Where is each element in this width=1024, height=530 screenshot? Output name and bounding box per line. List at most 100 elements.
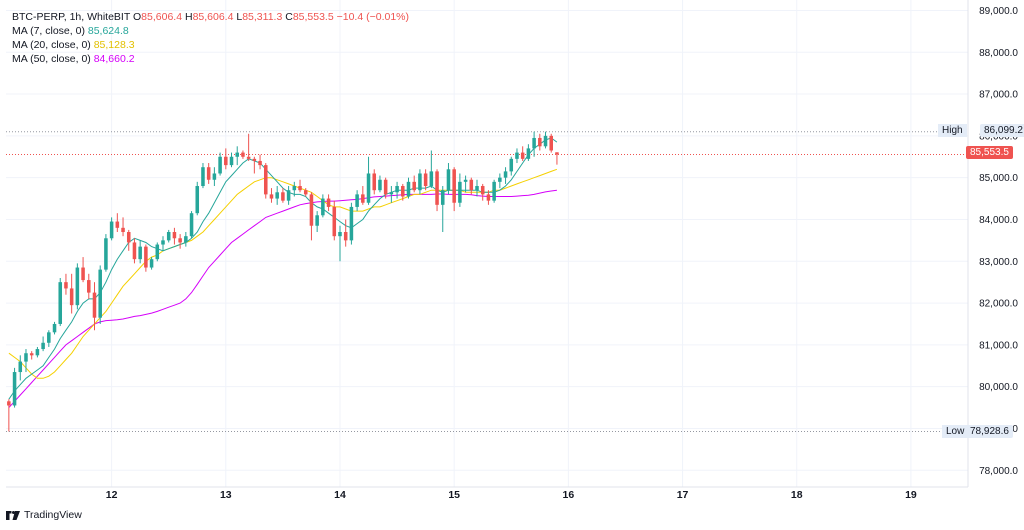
candle-body <box>41 342 45 350</box>
y-tick-label: 88,000.0 <box>979 48 1018 59</box>
open-label: O <box>133 11 142 23</box>
ma7-line <box>8 137 558 400</box>
candle-body <box>332 206 337 237</box>
price-axis[interactable]: 89,000.088,000.087,000.086,000.085,000.0… <box>967 0 1018 487</box>
x-tick-label: 14 <box>334 489 346 501</box>
candle-body <box>378 179 382 191</box>
tradingview-logo[interactable]: TradingView <box>6 509 82 521</box>
candle-body <box>321 198 325 216</box>
candle-body <box>395 186 399 193</box>
candle-body <box>138 246 142 260</box>
candle-body <box>178 238 182 243</box>
low-marker-label: Low <box>942 425 969 438</box>
candle-body <box>503 171 508 178</box>
candle-body <box>263 165 268 195</box>
candle-body <box>29 353 34 356</box>
ohlc-header: BTC-PERP, 1h, WhiteBIT O85,606.4 H85,606… <box>12 10 409 24</box>
candle-body <box>7 401 11 406</box>
candle-body <box>258 160 262 166</box>
candle-body <box>155 244 160 260</box>
candle-body <box>389 192 394 195</box>
candle-body <box>166 232 171 241</box>
candle-body <box>69 288 74 306</box>
y-tick-label: 80,000.0 <box>979 382 1018 393</box>
candle-body <box>492 181 496 201</box>
candle-body <box>58 282 63 324</box>
candle-body <box>480 186 485 195</box>
time-axis[interactable]: 12 13 14 15 16 17 18 19 <box>6 486 968 501</box>
candle-body <box>195 186 200 214</box>
candle-body <box>18 361 23 373</box>
candle-body <box>498 177 502 182</box>
candle-body <box>132 242 137 260</box>
indicator-label: MA (7, close, 0) <box>12 25 85 37</box>
candles <box>7 131 559 432</box>
candle-body <box>361 194 365 203</box>
candle-body <box>309 194 314 226</box>
indicator-ma7[interactable]: MA (7, close, 0) 85,624.8 <box>12 24 409 38</box>
open-value: 85,606.4 <box>141 11 183 23</box>
candle-body <box>184 236 188 243</box>
high-marker-value: 86,099.2 <box>980 124 1024 137</box>
x-tick-label: 12 <box>106 489 118 501</box>
indicator-ma50[interactable]: MA (50, close, 0) 84,660.2 <box>12 52 409 66</box>
y-tick-label: 84,000.0 <box>979 215 1018 226</box>
candle-body <box>218 156 222 174</box>
chart-legend: BTC-PERP, 1h, WhiteBIT O85,606.4 H85,606… <box>12 10 409 66</box>
moving-averages <box>8 137 558 408</box>
candle-body <box>435 171 439 205</box>
change-value: −10.4 (−0.01%) <box>336 11 409 23</box>
candle-body <box>526 148 531 159</box>
x-tick-label: 16 <box>563 489 575 501</box>
candle-body <box>475 186 479 191</box>
indicator-ma20[interactable]: MA (20, close, 0) 85,128.3 <box>12 38 409 52</box>
chart-grid <box>6 0 968 487</box>
brand-name: TradingView <box>24 509 82 521</box>
candle-body <box>303 190 308 195</box>
candle-body <box>555 152 559 155</box>
close-value: 85,553.5 <box>292 11 334 23</box>
candle-body <box>92 292 97 318</box>
candle-body <box>343 232 348 241</box>
candle-body <box>446 169 451 191</box>
y-tick-label: 87,000.0 <box>979 90 1018 101</box>
candle-body <box>486 194 491 201</box>
candle-body <box>224 156 228 166</box>
candle-body <box>115 221 120 228</box>
candle-body <box>229 156 234 166</box>
candle-body <box>423 173 428 187</box>
high-label: H <box>184 11 193 23</box>
y-tick-label: 82,000.0 <box>979 299 1018 310</box>
candle-body <box>372 173 377 191</box>
candle-body <box>406 181 411 197</box>
indicator-value: 85,624.8 <box>87 25 129 37</box>
candle-body <box>201 167 205 187</box>
candle-body <box>109 221 114 239</box>
candle-body <box>241 152 245 157</box>
candle-body <box>35 349 40 356</box>
candle-body <box>235 152 239 157</box>
candle-body <box>520 152 525 159</box>
candle-body <box>87 280 91 293</box>
candle-body <box>298 186 302 191</box>
candle-body <box>246 156 251 159</box>
tradingview-icon <box>6 510 20 520</box>
indicator-value: 85,128.3 <box>93 39 135 51</box>
candle-body <box>12 372 17 406</box>
candle-body <box>206 167 211 180</box>
candle-body <box>75 267 80 306</box>
x-tick-label: 13 <box>220 489 232 501</box>
candle-body <box>401 186 405 197</box>
candle-body <box>315 215 319 226</box>
x-tick-label: 15 <box>448 489 460 501</box>
candle-body <box>292 186 297 191</box>
indicator-label: MA (20, close, 0) <box>12 39 91 51</box>
symbol-label[interactable]: BTC-PERP, 1h, WhiteBIT <box>12 11 131 23</box>
high-value: 85,606.4 <box>192 11 234 23</box>
indicator-value: 84,660.2 <box>93 53 135 65</box>
candle-body <box>104 238 108 270</box>
close-label: C <box>285 11 293 23</box>
candle-body <box>286 190 291 201</box>
candle-body <box>149 259 154 268</box>
